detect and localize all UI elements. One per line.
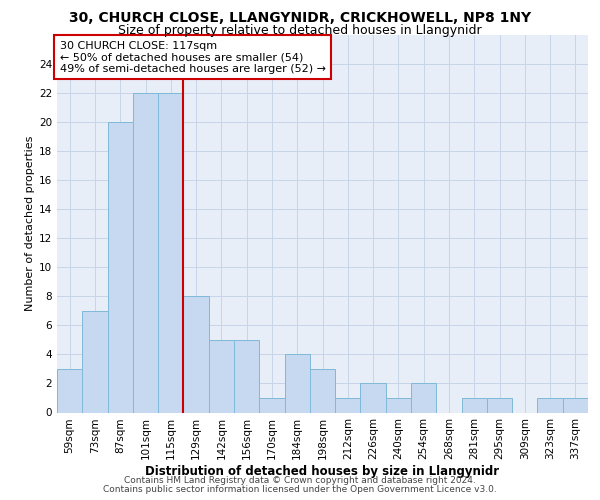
Text: Contains HM Land Registry data © Crown copyright and database right 2024.: Contains HM Land Registry data © Crown c… — [124, 476, 476, 485]
Bar — [184, 296, 209, 412]
Text: Size of property relative to detached houses in Llangynidr: Size of property relative to detached ho… — [118, 24, 482, 37]
Bar — [563, 398, 588, 412]
Bar — [335, 398, 361, 412]
Text: 30, CHURCH CLOSE, LLANGYNIDR, CRICKHOWELL, NP8 1NY: 30, CHURCH CLOSE, LLANGYNIDR, CRICKHOWEL… — [69, 11, 531, 25]
Bar — [386, 398, 411, 412]
Text: 30 CHURCH CLOSE: 117sqm
← 50% of detached houses are smaller (54)
49% of semi-de: 30 CHURCH CLOSE: 117sqm ← 50% of detache… — [59, 40, 326, 74]
Text: Contains public sector information licensed under the Open Government Licence v3: Contains public sector information licen… — [103, 484, 497, 494]
Bar — [234, 340, 259, 412]
Bar — [538, 398, 563, 412]
Bar — [310, 369, 335, 412]
Bar — [284, 354, 310, 412]
Bar — [107, 122, 133, 412]
Bar — [411, 384, 436, 412]
Bar — [57, 369, 82, 412]
Bar — [82, 311, 107, 412]
X-axis label: Distribution of detached houses by size in Llangynidr: Distribution of detached houses by size … — [145, 465, 500, 478]
Y-axis label: Number of detached properties: Number of detached properties — [25, 136, 35, 312]
Bar — [133, 93, 158, 412]
Bar — [361, 384, 386, 412]
Bar — [487, 398, 512, 412]
Bar — [158, 93, 184, 412]
Bar — [461, 398, 487, 412]
Bar — [209, 340, 234, 412]
Bar — [259, 398, 284, 412]
